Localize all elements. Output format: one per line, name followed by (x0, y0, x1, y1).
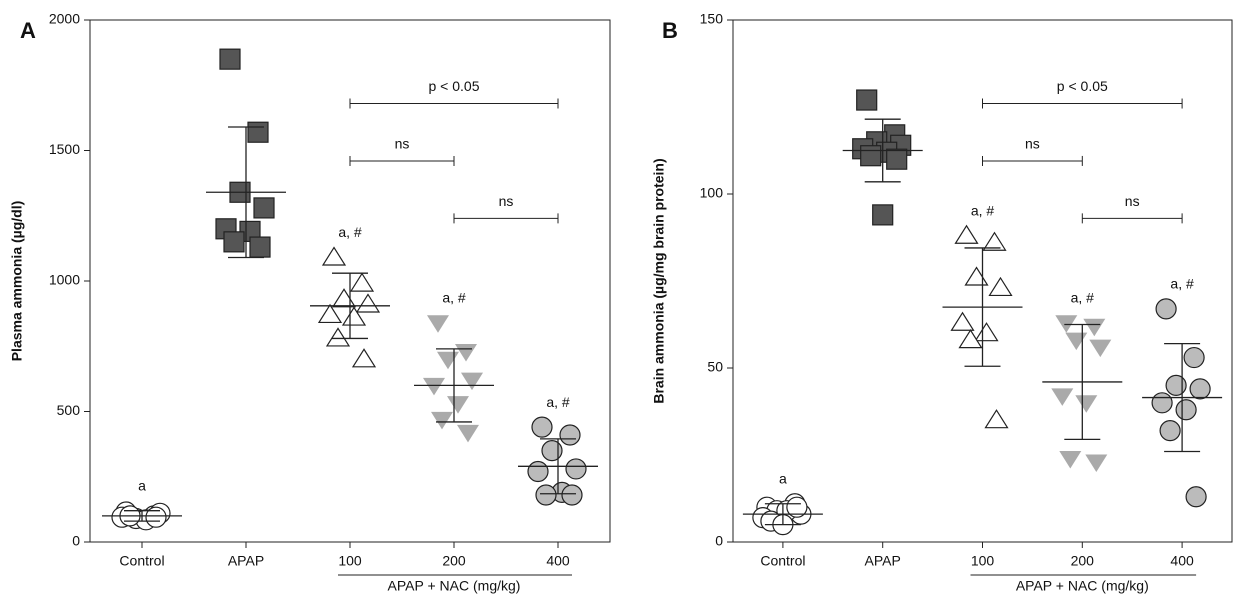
data-point (1175, 399, 1197, 421)
group-label: APAP + NAC (mg/kg) (388, 578, 521, 594)
data-point (219, 48, 241, 70)
bracket-label: ns (1025, 136, 1040, 152)
bracket-label: ns (499, 193, 514, 209)
data-point (974, 322, 999, 342)
data-point (349, 272, 375, 292)
data-point (317, 303, 343, 324)
data-point (1159, 420, 1181, 442)
x-tick-label: Control (119, 553, 164, 569)
data-point (427, 315, 449, 333)
data-point (886, 148, 908, 170)
annotation: a, # (338, 224, 362, 240)
y-tick-label: 50 (707, 359, 723, 375)
annotation: a, # (442, 289, 466, 305)
data-point (1065, 332, 1088, 351)
annotation: a (779, 470, 787, 486)
y-tick-label: 2000 (49, 11, 80, 27)
x-tick-label: 400 (546, 553, 570, 569)
x-tick-label: Control (760, 553, 805, 569)
bracket-label: p < 0.05 (1057, 78, 1108, 94)
data-point (872, 204, 894, 226)
data-point (355, 293, 381, 313)
y-axis-title: Brain ammonia (µg/mg brain protein) (651, 158, 667, 403)
data-point (447, 396, 469, 414)
panel-label: A (20, 18, 36, 43)
y-tick-label: 0 (72, 533, 80, 549)
x-tick-label: 100 (971, 553, 995, 569)
data-point (950, 311, 975, 331)
data-point (457, 424, 479, 443)
data-point (964, 266, 989, 286)
data-point (331, 288, 357, 308)
data-point (531, 416, 553, 438)
data-point (1189, 378, 1211, 400)
data-point (1089, 339, 1112, 358)
data-point (223, 231, 245, 253)
y-tick-label: 500 (57, 402, 81, 418)
panel: B Brain ammonia (µg/mg brain protein) 0 50 1… (651, 11, 1233, 594)
y-tick-label: 1000 (49, 272, 80, 288)
group-label: APAP + NAC (mg/kg) (1016, 578, 1149, 594)
data-point (954, 224, 979, 244)
data-point (341, 306, 367, 326)
annotation: a, # (546, 394, 570, 410)
data-point (958, 329, 983, 349)
x-tick-label: 400 (1170, 553, 1194, 569)
data-point (1151, 392, 1173, 414)
panel: A Plasma ammonia (µg/dl) 0 500 1000 1500 2000 C… (9, 11, 611, 594)
data-point (431, 411, 453, 430)
data-point (253, 197, 275, 219)
data-point (1051, 388, 1074, 406)
data-point (988, 276, 1013, 297)
annotation: a, # (1170, 276, 1194, 292)
data-point (325, 327, 351, 347)
annotation: a, # (971, 202, 995, 218)
data-point (145, 506, 167, 528)
data-point (1155, 298, 1177, 320)
data-point (321, 246, 347, 266)
y-axis-title: Plasma ammonia (µg/dl) (9, 201, 25, 362)
data-point (1165, 374, 1187, 396)
bracket-label: ns (1125, 193, 1140, 209)
y-tick-label: 150 (700, 11, 724, 27)
x-tick-label: 200 (442, 553, 466, 569)
data-point (461, 372, 483, 391)
data-point (437, 351, 459, 370)
data-point (1059, 450, 1082, 469)
x-tick-label: APAP (228, 553, 264, 569)
data-point (786, 496, 808, 518)
data-point (1183, 346, 1205, 369)
annotation: a (138, 477, 146, 493)
x-tick-label: 200 (1071, 553, 1095, 569)
data-point (1083, 318, 1106, 337)
panel-label: B (662, 18, 678, 43)
x-tick-label: APAP (865, 553, 901, 569)
data-point (856, 89, 878, 111)
y-tick-label: 1500 (49, 141, 80, 157)
data-point (565, 458, 587, 480)
bracket-label: p < 0.05 (429, 78, 480, 94)
data-point (351, 348, 377, 368)
annotation: a, # (1071, 289, 1095, 305)
data-point (249, 236, 271, 258)
data-point (984, 409, 1009, 429)
data-point (1085, 454, 1108, 472)
data-point (247, 121, 269, 143)
data-point (559, 424, 581, 446)
data-point (535, 484, 557, 506)
bracket-label: ns (395, 136, 410, 152)
x-tick-label: 100 (338, 553, 362, 569)
data-point (1075, 395, 1098, 413)
data-point (860, 145, 882, 167)
data-point (527, 460, 549, 483)
y-tick-label: 0 (715, 533, 723, 549)
y-tick-label: 100 (700, 185, 724, 201)
data-point (982, 231, 1007, 251)
data-point (423, 377, 445, 396)
data-point (1185, 486, 1207, 508)
data-point (561, 484, 583, 506)
data-point (541, 440, 563, 462)
